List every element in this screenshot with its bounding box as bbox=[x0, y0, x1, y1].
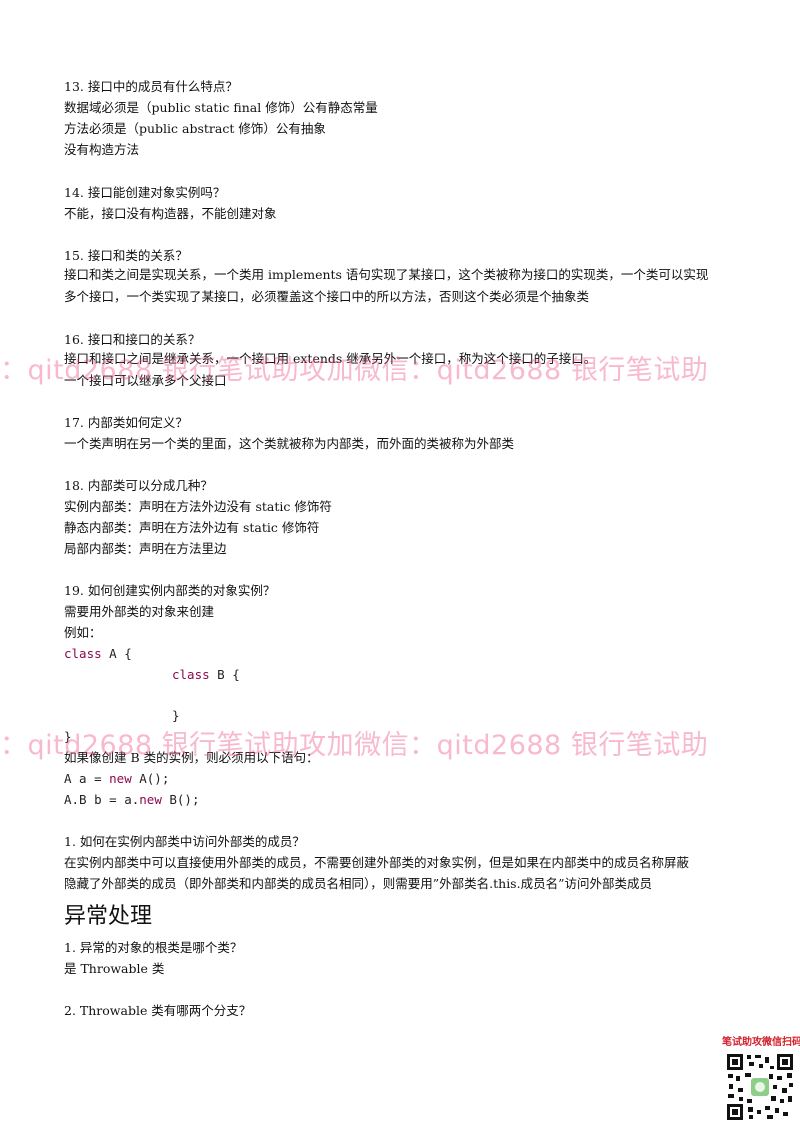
q15-line-1: 接口和类之间是实现关系，一个类用 implements 语句实现了某接口，这个类… bbox=[64, 267, 709, 282]
e2-title: 2. Throwable 类有哪两个分支？ bbox=[64, 1003, 252, 1018]
code-keyword: class bbox=[64, 646, 102, 661]
q13-title: 13. 接口中的成员有什么特点？ bbox=[64, 79, 238, 94]
q17-line-1: 一个类声明在另一个类的里面，这个类就被称为内部类，而外面的类被称为外部类 bbox=[64, 436, 515, 451]
q15-title: 15. 接口和类的关系？ bbox=[64, 248, 188, 263]
q19-title: 19. 如何创建实例内部类的对象实例？ bbox=[64, 583, 276, 598]
code-keyword: new bbox=[109, 771, 132, 786]
e1-title: 1. 异常的对象的根类是哪个类？ bbox=[64, 940, 243, 955]
code-keyword: class bbox=[172, 667, 210, 682]
code-text: A { bbox=[101, 646, 132, 661]
q13-line-1: 数据域必须是（public static final 修饰）公有静态常量 bbox=[64, 100, 378, 115]
q16-title: 16. 接口和接口的关系？ bbox=[64, 332, 201, 347]
q1b-line-2: 隐藏了外部类的成员（即外部类和内部类的成员名相同），则需要用”外部类名.this… bbox=[64, 876, 652, 891]
code-line-close-b: } bbox=[172, 708, 180, 723]
code-stmt-1: A a = new A(); bbox=[64, 770, 169, 788]
q18-title: 18. 内部类可以分成几种？ bbox=[64, 478, 213, 493]
code-line-class-a: class A { bbox=[64, 645, 132, 663]
q18-line-1: 实例内部类：声明在方法外边没有 static 修饰符 bbox=[64, 499, 332, 514]
code-text: A.B b = a. bbox=[64, 792, 140, 807]
q13-line-2: 方法必须是（public abstract 修饰）公有抽象 bbox=[64, 121, 326, 136]
q1b-title: 1. 如何在实例内部类中访问外部类的成员？ bbox=[64, 834, 305, 849]
code-stmt-2: A.B b = a.new B(); bbox=[64, 791, 199, 809]
code-text: B(); bbox=[161, 792, 200, 807]
code-text: B { bbox=[209, 667, 240, 682]
code-text: A a = bbox=[64, 771, 110, 786]
q18-line-2: 静态内部类：声明在方法外边有 static 修饰符 bbox=[64, 520, 320, 535]
watermark-text: ：qitd2688 银行笔试助攻加微信：qitd2688 银行笔试助 bbox=[0, 355, 709, 386]
q17-title: 17. 内部类如何定义？ bbox=[64, 415, 188, 430]
q16-line-2: 一个接口可以继承多个父接口 bbox=[64, 373, 227, 388]
q1b-line-1: 在实例内部类中可以直接使用外部类的成员，不需要创建外部类的对象实例，但是如果在内… bbox=[64, 855, 690, 870]
q16-line-1: 接口和接口之间是继承关系，一个接口用 extends 继承另外一个接口，称为这个… bbox=[64, 351, 597, 366]
q18-line-3: 局部内部类：声明在方法里边 bbox=[64, 541, 227, 556]
q19-after: 如果像创建 B 类的实例，则必须用以下语句： bbox=[64, 750, 319, 765]
q13-line-3: 没有构造方法 bbox=[64, 142, 140, 157]
code-line-class-b: class B { bbox=[172, 666, 240, 684]
watermark-text: ：qitd2688 银行笔试助攻加微信：qitd2688 银行笔试助 bbox=[0, 730, 709, 761]
q19-line-1: 需要用外部类的对象来创建 bbox=[64, 604, 215, 619]
q14-line-1: 不能，接口没有构造器，不能创建对象 bbox=[64, 206, 277, 221]
q15-line-2: 多个接口，一个类实现了某接口，必须覆盖这个接口中的所以方法，否则这个类必须是个抽… bbox=[64, 289, 590, 304]
q14-title: 14. 接口能创建对象实例吗？ bbox=[64, 185, 226, 200]
code-line-close-a: } bbox=[64, 729, 72, 744]
section-heading: 异常处理 bbox=[64, 904, 153, 929]
code-keyword: new bbox=[139, 792, 162, 807]
q19-line-2: 例如： bbox=[64, 625, 102, 640]
qr-caption: 笔试助攻微信扫码 ↓ bbox=[722, 1037, 800, 1048]
qr-code[interactable] bbox=[725, 1052, 795, 1122]
code-text: A(); bbox=[131, 771, 170, 786]
e1-line-1: 是 Throwable 类 bbox=[64, 961, 165, 976]
